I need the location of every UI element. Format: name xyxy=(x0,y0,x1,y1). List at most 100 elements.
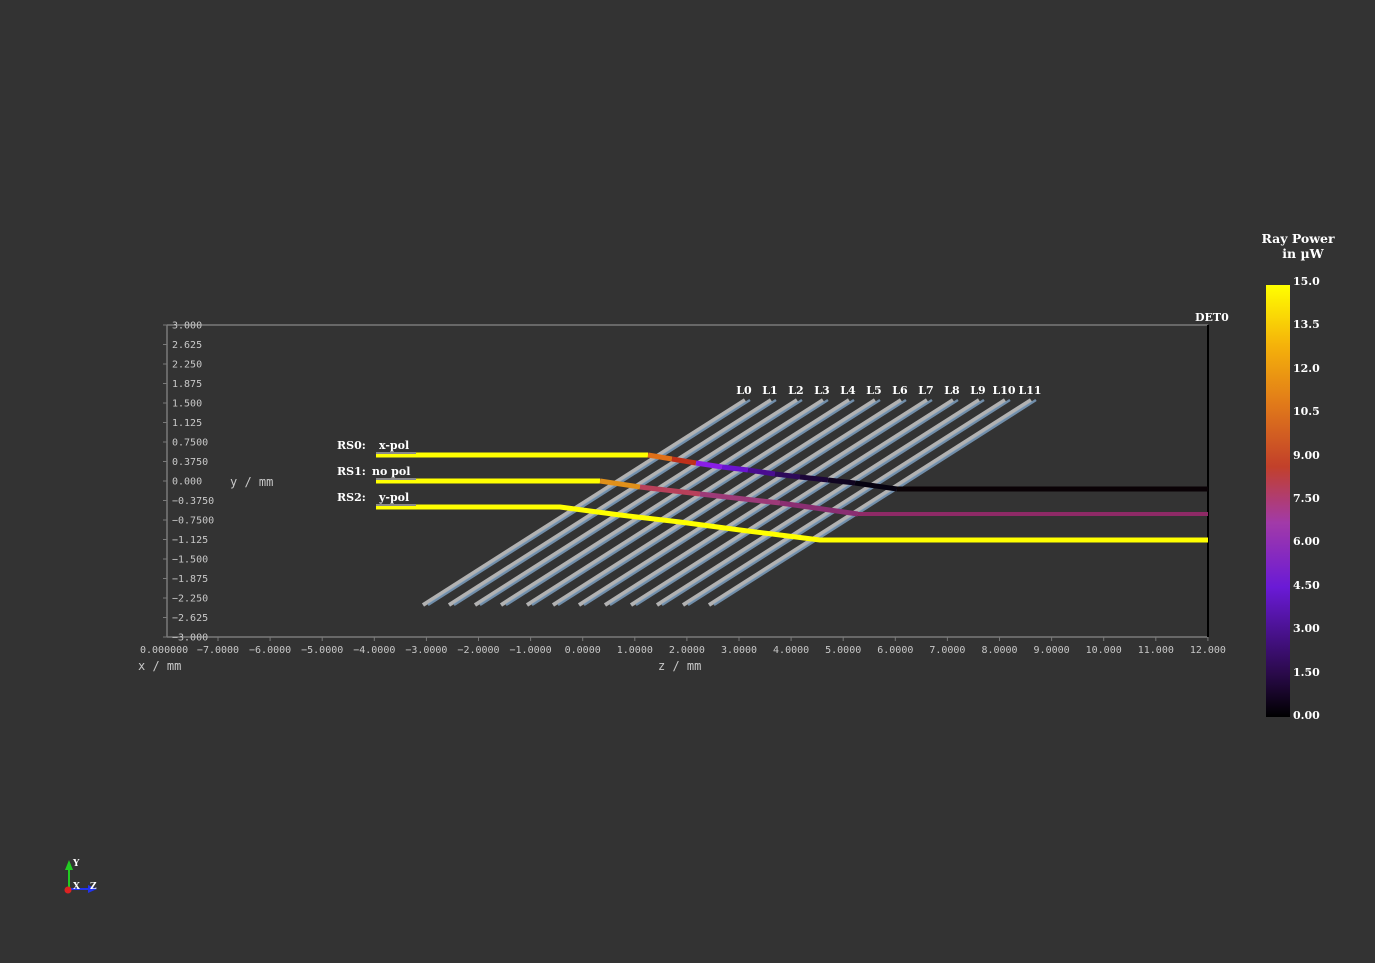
lens-label: L9 xyxy=(970,384,985,397)
lens-l3[interactable] xyxy=(499,398,825,607)
lens-l5[interactable] xyxy=(551,398,877,607)
colorbar-tick-label: 10.5 xyxy=(1293,405,1320,419)
ray-segment xyxy=(695,460,723,470)
lens-l2[interactable] xyxy=(473,398,799,607)
lens-l6[interactable] xyxy=(577,398,903,607)
lens-label: L3 xyxy=(814,384,829,397)
lens-edge-l1 xyxy=(453,398,777,607)
z-tick-label: 7.0000 xyxy=(929,645,965,656)
source-label-rs0: x-pol xyxy=(379,439,409,452)
source-label-rs1: no pol xyxy=(372,465,410,478)
lens-label: L10 xyxy=(992,384,1015,397)
gizmo-z-label: Z xyxy=(90,882,97,892)
y-tick-label: −3.000 xyxy=(172,633,208,644)
lens-edge-l0 xyxy=(427,398,751,607)
colorbar-tick-label: 7.50 xyxy=(1293,492,1320,505)
colorbar-tick-label: 15.0 xyxy=(1293,275,1320,288)
y-axis-label: y / mm xyxy=(230,475,273,489)
source-label-rs2: y-pol xyxy=(378,491,409,504)
z-tick-label: 9.0000 xyxy=(1034,645,1070,656)
gizmo-x-label: X xyxy=(73,882,80,892)
ray-segment xyxy=(827,477,856,486)
z-tick-label: 4.0000 xyxy=(773,645,809,656)
colorbar-title-line1: Ray Power xyxy=(1261,231,1335,246)
colorbar-tick-label: 12.0 xyxy=(1293,361,1320,375)
y-tick-label: 2.250 xyxy=(172,360,202,371)
z-tick-label: −6.0000 xyxy=(249,645,291,656)
source-rs2[interactable]: RS2: y-pol xyxy=(337,491,416,506)
lens-label: L4 xyxy=(840,384,856,397)
detector-label: DET0 xyxy=(1195,311,1229,324)
lens-edge-l8 xyxy=(635,398,959,607)
lens-label: L1 xyxy=(762,384,777,397)
colorbar-tick-label: 0.00 xyxy=(1293,709,1320,722)
lens-label: L0 xyxy=(736,384,752,397)
lens-label: L5 xyxy=(866,384,881,397)
y-tick-label: 3.000 xyxy=(172,321,202,332)
z-tick-label: 2.0000 xyxy=(669,645,705,656)
ray-segment xyxy=(699,491,781,506)
colorbar-title-line2: in µW xyxy=(1282,246,1324,261)
source-rs0[interactable]: RS0: x-pol xyxy=(337,439,416,454)
lens-l10[interactable] xyxy=(681,398,1007,607)
y-tick-label: −2.625 xyxy=(172,613,208,624)
y-tick-label: 0.7500 xyxy=(172,438,208,449)
x-axis-label: x / mm xyxy=(138,659,181,673)
lens-group[interactable] xyxy=(421,398,1037,607)
ray-segment xyxy=(721,464,749,473)
source-rs1[interactable]: RS1: no pol xyxy=(337,465,416,480)
ray-segment xyxy=(376,504,1208,543)
z-tick-label: 8.0000 xyxy=(981,645,1017,656)
lens-l11[interactable] xyxy=(707,398,1033,607)
lens-label: L8 xyxy=(944,384,960,397)
y-tick-label: 0.3750 xyxy=(172,457,208,468)
lens-label: L11 xyxy=(1018,384,1041,397)
y-tick-label: 2.625 xyxy=(172,340,202,351)
orientation-gizmo: Y X Z xyxy=(64,859,97,894)
y-tick-label: −0.3750 xyxy=(172,496,214,507)
ray-segment xyxy=(647,452,673,462)
ray-segment xyxy=(639,484,701,497)
z-tick-label: 1.0000 xyxy=(617,645,653,656)
ray-segment xyxy=(599,478,641,490)
colorbar-gradient xyxy=(1266,285,1290,717)
y-axis-ticks: 3.000 2.625 2.250 1.875 1.500 1.125 0.7500 0.37… xyxy=(163,321,214,644)
ray-segment xyxy=(779,500,859,517)
z-tick-label: 12.000 xyxy=(1190,645,1226,656)
lens-label: L2 xyxy=(788,384,803,397)
source-name-rs2: RS2: xyxy=(337,491,366,504)
ray-segment xyxy=(799,474,829,483)
z-tick-label: 3.0000 xyxy=(721,645,757,656)
y-tick-label: −0.7500 xyxy=(172,516,214,527)
lens-edge-l10 xyxy=(687,398,1011,607)
ray-group xyxy=(376,452,1208,543)
colorbar-tick-label: 9.00 xyxy=(1293,448,1320,462)
lens-l0[interactable] xyxy=(421,398,747,607)
z-tick-label: −3.0000 xyxy=(405,645,447,656)
lens-edge-l5 xyxy=(557,398,881,607)
z-tick-label: 6.0000 xyxy=(877,645,913,656)
colorbar-tick-label: 3.00 xyxy=(1293,622,1320,636)
z-tick-label: 11.000 xyxy=(1138,645,1174,656)
lens-l4[interactable] xyxy=(525,398,851,607)
z-tick-label: −7.0000 xyxy=(197,645,239,656)
ray-segment xyxy=(747,467,776,477)
y-tick-label: 0.000 xyxy=(172,477,202,488)
lens-edge-l11 xyxy=(713,398,1037,607)
y-tick-label: −1.500 xyxy=(172,555,208,566)
ray-segment xyxy=(854,480,898,492)
colorbar-tick-label: 6.00 xyxy=(1293,535,1320,549)
y-tick-label: −2.250 xyxy=(172,594,208,605)
x-axis-overlap-ticks: 0.000000 xyxy=(140,645,188,656)
lens-labels: L0 L1 L2 L3 L4 L5 L6 L7 L8 L9 L10 L11 xyxy=(736,384,1041,397)
lens-edge-l6 xyxy=(583,398,907,607)
y-tick-label: 1.875 xyxy=(172,379,202,390)
lens-edge-l3 xyxy=(505,398,829,607)
lens-l9[interactable] xyxy=(655,398,981,607)
lens-l1[interactable] xyxy=(447,398,773,607)
z-tick-label: −4.0000 xyxy=(353,645,395,656)
lens-edge-l9 xyxy=(661,398,985,607)
y-tick-label: 1.500 xyxy=(172,399,202,410)
source-name-rs0: RS0: xyxy=(337,439,366,452)
